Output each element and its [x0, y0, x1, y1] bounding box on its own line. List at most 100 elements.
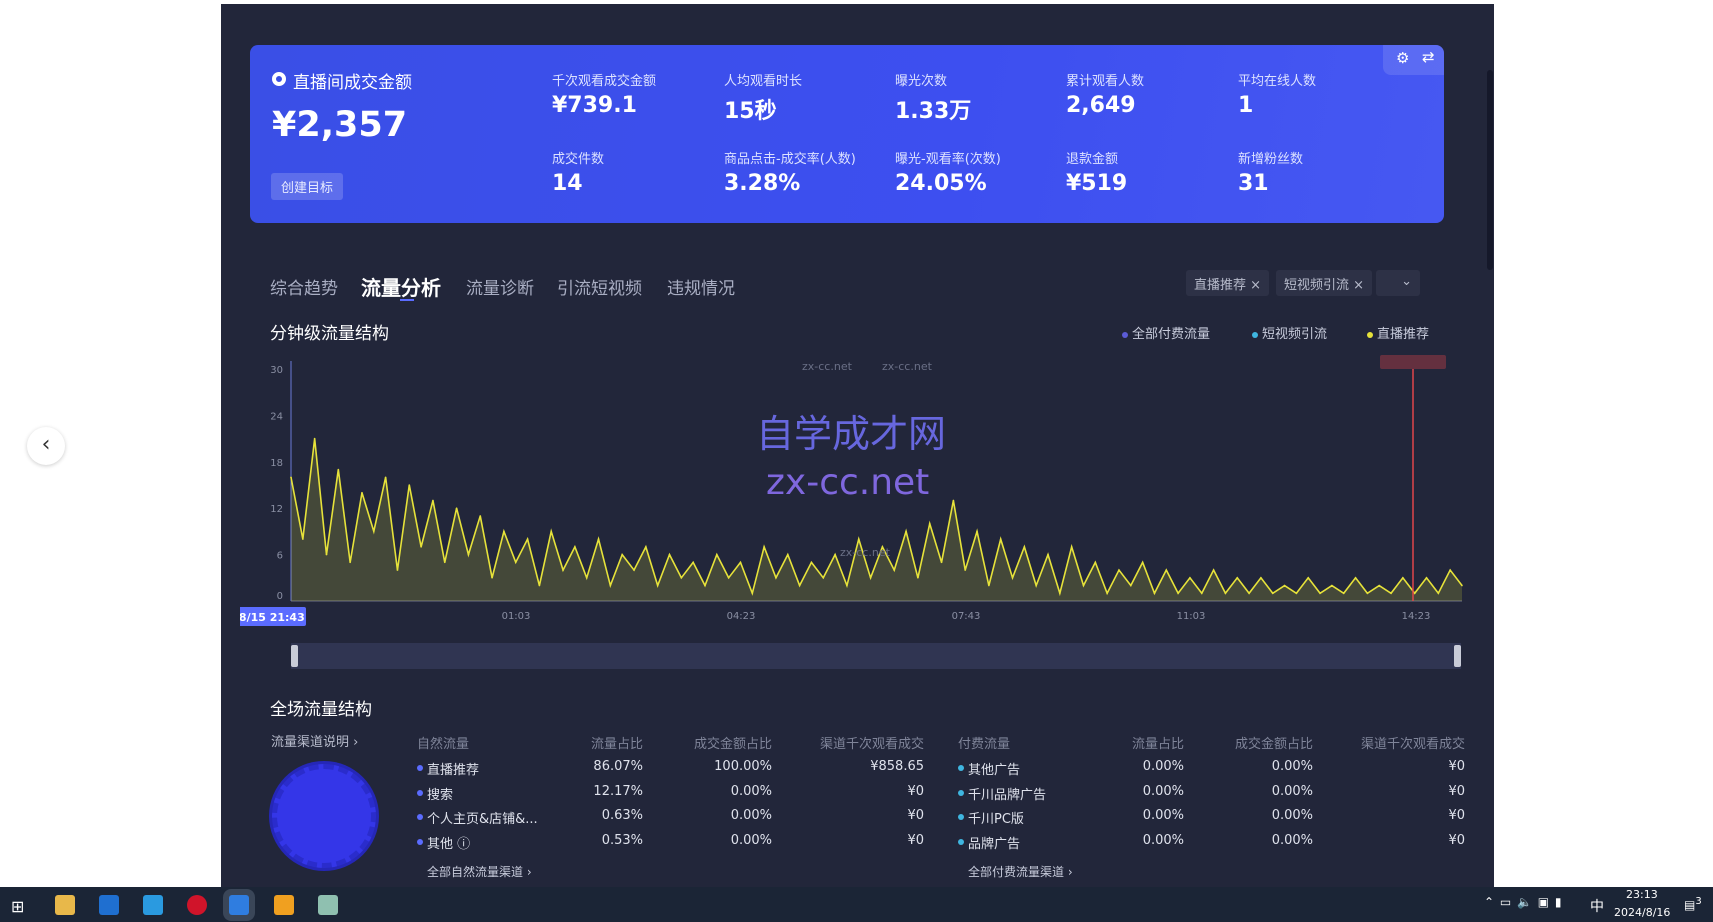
data-point — [562, 569, 564, 571]
app-icon[interactable] — [318, 895, 338, 915]
data-point — [1023, 546, 1026, 548]
table-header: 成交金额占比 — [1234, 737, 1313, 752]
data-point — [775, 577, 777, 579]
data-point — [467, 553, 470, 556]
watermark-main: 自学成才网 — [756, 412, 947, 456]
clock-time[interactable]: 23:13 — [1626, 888, 1658, 901]
table-cell: ¥0 — [907, 783, 924, 799]
data-point — [1378, 584, 1381, 587]
table-cell: ¥0 — [1448, 808, 1465, 823]
swap-icon[interactable]: ⇄ — [1422, 48, 1435, 66]
slider-handle-right[interactable] — [1454, 645, 1461, 667]
row-dot — [958, 838, 964, 845]
metric-label: 千次观看成交金额 — [552, 74, 657, 89]
data-point — [1425, 577, 1428, 579]
data-point — [1200, 592, 1203, 595]
data-point — [680, 577, 683, 579]
gmv-value: ¥2,357 — [272, 105, 408, 145]
close-icon[interactable]: × — [1250, 278, 1262, 293]
data-point — [1177, 592, 1179, 595]
data-point — [656, 584, 659, 587]
app-icon[interactable] — [229, 895, 249, 915]
channel-help-link[interactable]: 流量渠道说明 › — [271, 735, 359, 750]
table-cell: 0.00% — [1271, 783, 1313, 799]
clock-date[interactable]: 2024/8/16 — [1614, 906, 1671, 919]
data-point — [976, 530, 978, 533]
data-point — [1236, 577, 1239, 579]
table-cell: 100.00% — [714, 759, 772, 774]
data-point — [479, 515, 482, 517]
data-point — [1011, 577, 1014, 579]
tab-traffic-diagnosis[interactable]: 流量诊断 — [466, 279, 534, 299]
metric-label: 成交件数 — [552, 152, 605, 167]
data-point — [1271, 592, 1274, 595]
data-point — [325, 553, 328, 556]
create-target-button[interactable]: 创建目标 — [271, 173, 344, 200]
data-point — [1059, 592, 1061, 595]
legend-paid[interactable]: 全部付费流量 — [1122, 323, 1210, 342]
data-point — [1153, 592, 1156, 595]
ime-indicator[interactable]: 中 — [1590, 899, 1604, 915]
metric-value: 3.28% — [724, 171, 801, 196]
data-point — [846, 584, 848, 587]
chevron-down-icon: ⌄ — [1401, 274, 1412, 289]
app-icon[interactable] — [274, 895, 294, 915]
filter-tag-live-recommend[interactable]: 直播推荐 × — [1186, 270, 1270, 296]
prev-arrow-button[interactable]: ‹ — [27, 427, 65, 465]
data-point — [881, 546, 884, 548]
data-point — [1437, 592, 1440, 595]
table-cell: 0.53% — [601, 832, 643, 848]
tray-icons[interactable]: ⌃ ▭ 🔈 ▣ ▮ — [1484, 895, 1563, 909]
file-explorer-icon[interactable] — [55, 895, 75, 915]
table-header: 付费流量 — [958, 737, 1011, 752]
data-point — [1118, 569, 1120, 571]
metric-value: 15秒 — [724, 99, 777, 124]
legend-label: 全部付费流量 — [1132, 327, 1211, 342]
table-cell: 0.00% — [730, 832, 772, 848]
all-channels-link[interactable]: 全部付费流量渠道 › — [968, 865, 1073, 879]
app-icon[interactable] — [143, 895, 163, 915]
filter-dropdown[interactable]: ⌄ — [1376, 270, 1420, 296]
metric-value: 31 — [1238, 171, 1269, 196]
filter-tag-short-video[interactable]: 短视频引流 × — [1276, 270, 1373, 296]
watermark-sub: zx-cc.net — [766, 462, 930, 503]
metric-value: 1.33万 — [895, 99, 972, 124]
gear-icon[interactable]: ⚙ — [1396, 49, 1410, 67]
metric-label: 商品点击-成交率(人数) — [724, 152, 856, 167]
traffic-chart: 0 6 12 18 24 30 01:03 04:23 07:43 11:03 14:23 08/15… — [240, 355, 1463, 626]
table-header: 流量占比 — [1131, 737, 1184, 752]
windows-start-icon[interactable]: ⊞ — [11, 897, 25, 916]
scrollbar[interactable] — [1487, 70, 1493, 270]
table-cell: 千川品牌广告 — [968, 787, 1047, 803]
data-point — [645, 546, 647, 548]
close-icon[interactable]: × — [1353, 278, 1365, 293]
row-dot — [958, 789, 964, 796]
row-dot — [958, 765, 964, 771]
table-cell: 0.00% — [1271, 808, 1313, 823]
table-cell: 0.00% — [730, 808, 772, 823]
notification-icon[interactable]: ▤3 — [1684, 896, 1702, 912]
data-point — [952, 499, 955, 502]
tab-traffic-analysis[interactable]: 流量分析 — [361, 276, 441, 300]
data-point — [704, 584, 706, 587]
data-point — [408, 484, 411, 486]
app-icon[interactable] — [99, 895, 119, 915]
tab-traffic-videos[interactable]: 引流短视频 — [557, 279, 642, 299]
table-header: 渠道千次观看成交 — [1360, 737, 1465, 752]
legend-short-video[interactable]: 短视频引流 — [1252, 323, 1327, 342]
time-range-slider[interactable] — [291, 643, 1461, 669]
metric-value: 2,649 — [1066, 93, 1136, 118]
data-point — [988, 584, 990, 587]
data-point — [514, 561, 517, 564]
tab-overview[interactable]: 综合趋势 — [270, 279, 338, 299]
tab-violations[interactable]: 违规情况 — [667, 279, 735, 299]
data-point — [1082, 584, 1085, 587]
legend-live-recommend[interactable]: 直播推荐 — [1367, 323, 1429, 342]
table-cell: ¥0 — [907, 832, 924, 848]
table-cell: 0.63% — [601, 808, 643, 823]
metric-label: 人均观看时长 — [724, 74, 803, 89]
opera-icon[interactable] — [187, 895, 207, 915]
chart-section-title: 分钟级流量结构 — [270, 324, 389, 344]
slider-handle-left[interactable] — [291, 645, 298, 667]
all-channels-link[interactable]: 全部自然流量渠道 › — [427, 865, 532, 879]
